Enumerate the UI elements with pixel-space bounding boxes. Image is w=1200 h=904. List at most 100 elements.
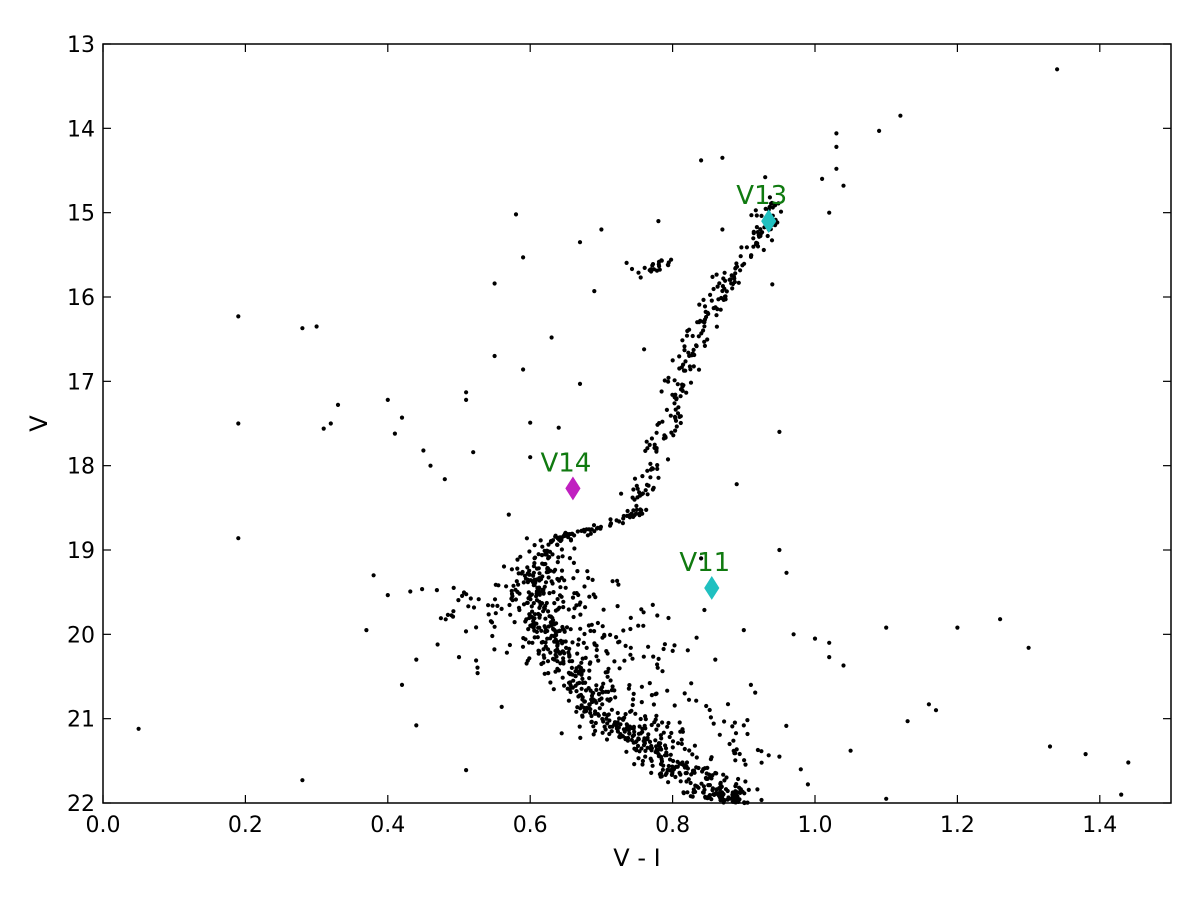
star-point [751, 244, 756, 249]
star-point [722, 294, 728, 299]
star-point [668, 413, 673, 418]
star-point [583, 688, 589, 693]
star-point [758, 227, 763, 232]
star-point [600, 624, 605, 629]
star-point [730, 286, 735, 291]
star-point [672, 703, 677, 708]
star-point [720, 227, 725, 232]
star-point [463, 629, 469, 634]
star-point [632, 729, 637, 734]
star-point [713, 657, 718, 662]
star-point [682, 746, 687, 752]
star-point [694, 344, 699, 349]
star-point [578, 668, 583, 673]
star-point [672, 643, 677, 648]
star-point [722, 719, 727, 724]
star-point [645, 446, 650, 451]
star-point [709, 797, 714, 802]
star-point [727, 741, 732, 747]
star-point [577, 693, 582, 698]
star-point [542, 655, 547, 660]
star-point [532, 628, 537, 633]
star-point [574, 709, 579, 714]
star-point [748, 682, 754, 688]
variable-star-marker [761, 209, 777, 234]
star-point [528, 420, 533, 425]
star-point [236, 421, 241, 426]
star-point [631, 508, 636, 513]
star-point [667, 757, 673, 762]
variable-star-marker [704, 576, 720, 600]
star-point [777, 429, 782, 434]
star-point [571, 614, 576, 620]
star-point [548, 650, 553, 655]
star-point [578, 612, 583, 617]
star-point [561, 533, 566, 539]
star-point [513, 212, 519, 217]
star-point [524, 536, 530, 541]
star-point [543, 552, 548, 557]
star-point [623, 736, 628, 741]
star-point [551, 687, 556, 692]
star-point [589, 713, 594, 719]
star-point [584, 645, 589, 651]
star-point [663, 772, 668, 778]
star-point [633, 740, 638, 745]
star-point [504, 584, 509, 589]
star-point [456, 655, 462, 660]
star-point [577, 381, 583, 386]
star-point [300, 326, 305, 331]
star-point [665, 457, 671, 462]
star-point [537, 590, 542, 595]
star-point [884, 796, 889, 801]
star-point [553, 567, 558, 573]
star-point [731, 738, 736, 743]
star-point [685, 328, 690, 334]
star-point [877, 128, 882, 133]
star-point [464, 390, 469, 395]
star-point [834, 144, 839, 149]
star-point [610, 579, 615, 584]
star-point [719, 295, 724, 301]
star-point [697, 302, 702, 307]
star-point [649, 758, 654, 764]
star-point [573, 674, 578, 679]
star-point [572, 606, 577, 611]
star-point [666, 720, 671, 726]
star-point [575, 705, 580, 710]
star-point [516, 582, 521, 587]
star-point [784, 723, 789, 729]
star-point [640, 491, 646, 496]
star-point [645, 492, 650, 497]
star-point [572, 533, 577, 538]
star-point [630, 495, 635, 500]
star-point [630, 656, 635, 661]
star-point [552, 657, 557, 662]
star-point [488, 619, 493, 624]
star-point [562, 628, 567, 633]
star-point [555, 560, 560, 565]
star-point [659, 757, 664, 762]
star-point [492, 597, 498, 602]
star-point [740, 263, 745, 268]
star-point [659, 389, 664, 394]
star-point [508, 612, 513, 617]
star-point [755, 747, 761, 753]
y-tick-label: 22 [67, 792, 95, 817]
star-point [634, 747, 639, 752]
star-point [632, 476, 638, 481]
star-point [604, 716, 609, 721]
star-point [680, 338, 685, 343]
star-point [552, 634, 557, 639]
star-point [691, 347, 696, 352]
star-point [651, 702, 657, 707]
star-point [702, 324, 707, 329]
variable-star-label: V11 [679, 548, 730, 578]
star-point [634, 507, 639, 512]
star-point [736, 797, 741, 802]
star-point [555, 641, 560, 646]
star-point [593, 728, 598, 734]
x-tick-label: 1.0 [798, 813, 833, 838]
star-point [579, 686, 584, 691]
star-point [668, 752, 673, 757]
